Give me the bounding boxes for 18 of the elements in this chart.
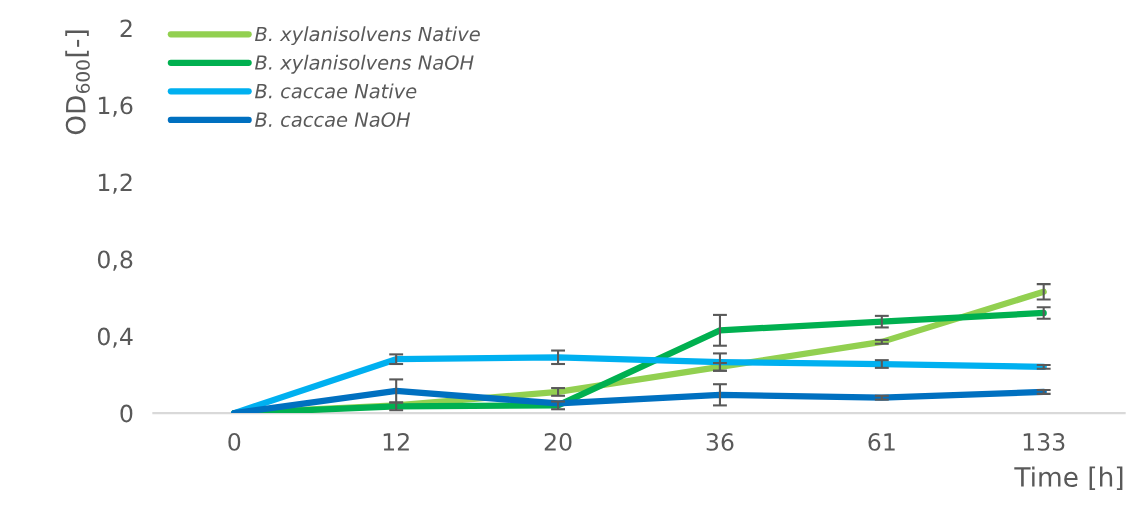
x-tick-label: 61 [868,432,895,451]
y-tick-label: 0,4 [97,327,133,348]
x-axis-title: Time [h] [1014,466,1123,491]
y-tick-label: 0 [120,404,133,423]
legend-label: B. caccae NaOH [254,112,411,127]
y-tick-label: 1,6 [98,96,133,117]
legend-label: B. xylanisolvens Native [254,26,480,46]
legend-label: B. xylanisolvens NaOH [254,54,474,74]
y-axis-title: OD$_{600}$[-] [65,30,90,135]
x-tick-label: 133 [1023,432,1065,451]
x-tick-label: 36 [706,432,734,451]
x-tick-label: 20 [544,432,572,451]
y-tick-label: 2 [120,19,132,38]
y-tick-label: 1,2 [98,173,132,194]
legend-label: B. caccae Native [254,83,417,99]
x-tick-label: 12 [383,432,409,451]
x-tick-label: 0 [228,432,241,451]
y-tick-label: 0,8 [97,250,133,271]
